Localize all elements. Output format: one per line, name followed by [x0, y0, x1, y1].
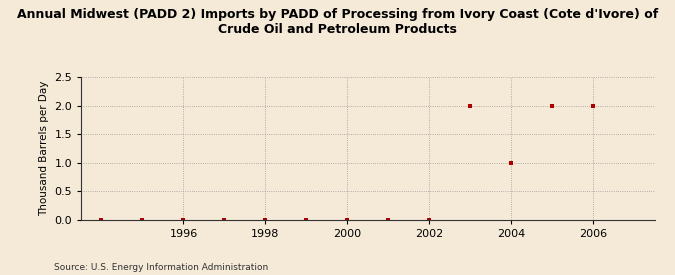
Text: Source: U.S. Energy Information Administration: Source: U.S. Energy Information Administ… — [54, 263, 268, 272]
Text: Annual Midwest (PADD 2) Imports by PADD of Processing from Ivory Coast (Cote d'I: Annual Midwest (PADD 2) Imports by PADD … — [17, 8, 658, 36]
Y-axis label: Thousand Barrels per Day: Thousand Barrels per Day — [38, 81, 49, 216]
